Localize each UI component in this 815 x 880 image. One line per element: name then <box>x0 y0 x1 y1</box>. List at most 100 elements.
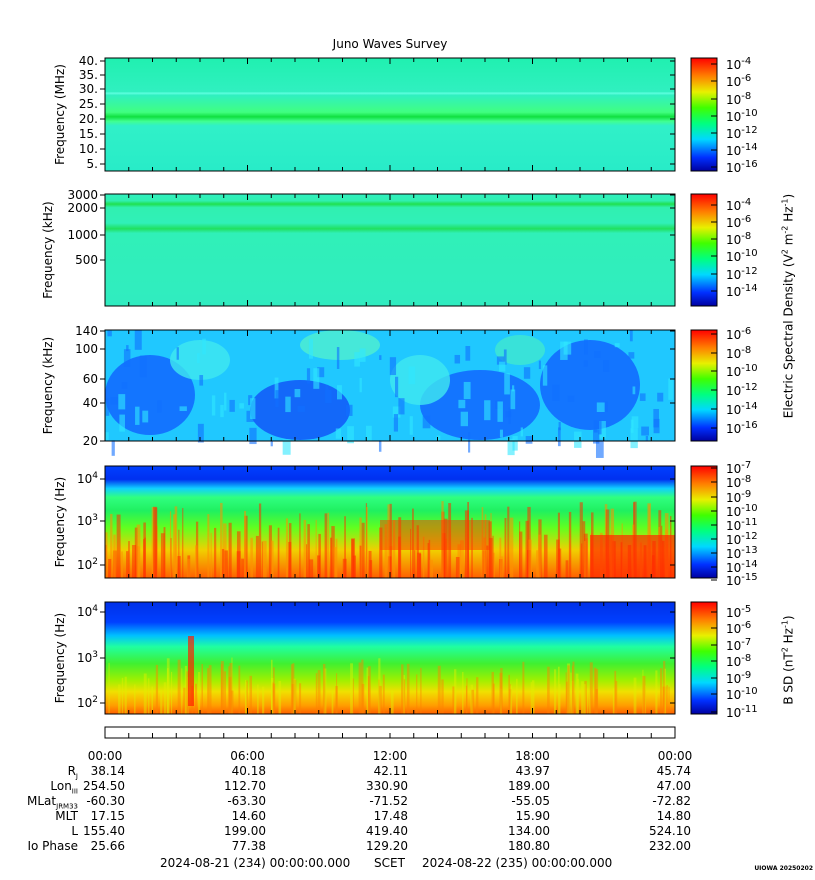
spectral-feature <box>520 427 524 437</box>
spectrogram-image <box>105 602 675 714</box>
panel-1: 40.35.30.25.20.15.10.5. Frequency (MHz) 10… <box>53 54 758 175</box>
plot-title: Juno Waves Survey <box>332 37 448 51</box>
spectral-feature <box>491 671 494 714</box>
spectral-feature <box>437 665 441 714</box>
spectral-feature <box>543 534 548 578</box>
spectral-feature <box>583 360 588 367</box>
spectral-feature <box>359 545 362 578</box>
y-tick-label: 102 <box>77 557 98 572</box>
y-tick-label: 60 <box>83 372 98 386</box>
spectral-feature <box>202 338 206 355</box>
colorbar-tick-exponent: -14 <box>741 559 757 570</box>
spectral-feature <box>666 685 668 714</box>
spectral-feature <box>504 518 507 578</box>
spectral-feature <box>282 439 291 455</box>
ephemeris-value: -55.05 <box>511 794 550 808</box>
spectral-feature <box>398 398 405 415</box>
spectral-feature <box>595 440 604 458</box>
spectral-feature <box>307 524 310 578</box>
spectral-feature <box>308 338 313 359</box>
spectral-feature <box>454 354 461 364</box>
spectral-feature <box>483 537 486 578</box>
y-tick-label: 20. <box>79 112 98 126</box>
ephemeris-value: 254.50 <box>83 779 125 793</box>
colorbar-tick-exponent: -11 <box>741 704 757 715</box>
spectral-feature <box>134 527 138 578</box>
spectral-feature <box>229 662 233 714</box>
ephemeris-value: 43.97 <box>515 764 550 778</box>
spectral-feature <box>143 673 147 714</box>
spectral-feature <box>273 667 275 714</box>
spectral-feature <box>633 677 637 714</box>
spectral-feature <box>239 403 244 409</box>
spectral-feature <box>336 385 342 400</box>
spectral-feature <box>495 335 545 365</box>
spectral-feature <box>318 533 321 578</box>
spectral-feature <box>523 367 531 379</box>
colorbar-tick-label: 10-7 <box>726 637 751 653</box>
colorbar-tick-label: 10-6 <box>726 214 751 230</box>
spectral-feature <box>366 507 368 578</box>
spectral-feature <box>454 669 457 714</box>
spectral-feature <box>211 395 216 416</box>
spectral-feature <box>245 679 247 714</box>
spectral-feature <box>132 545 137 578</box>
spectral-feature <box>462 671 464 714</box>
spectral-feature <box>466 678 468 714</box>
spectrogram-image <box>105 194 675 306</box>
colorbar-tick-exponent: -16 <box>741 420 757 431</box>
spectral-feature <box>151 686 154 714</box>
spectral-feature <box>455 556 460 578</box>
spectral-feature <box>270 540 274 578</box>
colorbar-tick-exponent: -8 <box>741 231 751 242</box>
ephemeris-value: 77.38 <box>231 839 266 853</box>
colorbar-tick-label: 10-6 <box>726 326 751 342</box>
spectral-feature <box>186 671 189 714</box>
spectral-feature <box>403 675 405 714</box>
spectral-feature <box>207 668 210 714</box>
ephemeris-value: 180.80 <box>508 839 550 853</box>
spectral-feature <box>496 356 505 365</box>
spectral-feature <box>116 514 121 578</box>
time-tick-label: 12:00 <box>373 749 408 763</box>
spectral-feature <box>317 670 321 714</box>
colorbar-tick-label: 10-14 <box>726 283 758 299</box>
spectral-feature <box>291 683 295 714</box>
ephemeris-label: MLT <box>55 809 78 823</box>
spectral-feature <box>288 523 292 578</box>
y-axis-label: Frequency (Hz) <box>53 477 67 568</box>
spectral-feature <box>413 550 416 578</box>
colorbar-tick-exponent: -8 <box>741 345 751 356</box>
spectral-feature <box>317 367 325 378</box>
spectral-feature <box>325 389 332 404</box>
spectral-feature <box>663 660 666 714</box>
spectral-feature <box>497 401 503 422</box>
spectral-feature <box>315 673 318 714</box>
colorbar-tick-label: 10-14 <box>726 401 758 417</box>
spectral-feature <box>245 682 248 714</box>
spectral-feature <box>389 357 397 376</box>
ephemeris-value: 330.90 <box>366 779 408 793</box>
spectral-feature <box>395 376 399 398</box>
spectral-feature <box>294 389 301 398</box>
spectral-feature <box>401 664 404 714</box>
spectral-feature <box>581 681 584 714</box>
spectral-feature <box>220 664 223 714</box>
spectral-feature <box>382 674 385 714</box>
spectral-feature <box>557 427 561 447</box>
spectral-feature <box>121 677 124 714</box>
spectral-feature <box>358 662 362 714</box>
spectrogram-image <box>105 58 675 171</box>
y-tick-label: 35. <box>79 68 98 82</box>
spectral-feature <box>105 532 108 578</box>
spectral-feature <box>336 347 340 369</box>
colorbar-tick-label: 10-4 <box>726 197 751 213</box>
y-tick-label: 140 <box>75 324 98 338</box>
spectral-feature <box>262 686 265 714</box>
spectral-feature <box>595 688 598 714</box>
spectral-feature <box>208 665 212 714</box>
spectral-feature <box>463 381 471 400</box>
spectral-feature <box>257 684 259 714</box>
spectral-feature <box>378 440 382 452</box>
colorbar-tick-exponent: -9 <box>741 670 751 681</box>
